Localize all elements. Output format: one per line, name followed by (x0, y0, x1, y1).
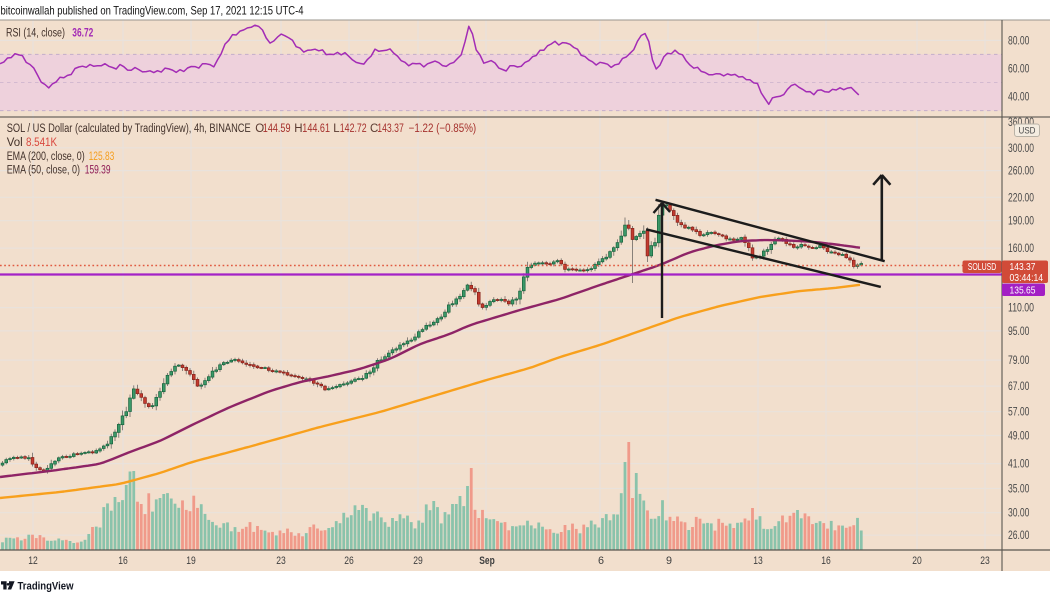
svg-text:125.83: 125.83 (89, 151, 115, 163)
svg-text:143.37: 143.37 (1010, 262, 1036, 273)
svg-text:SOL / US Dollar (calculated by: SOL / US Dollar (calculated by TradingVi… (7, 123, 251, 135)
svg-text:300.00: 300.00 (1008, 143, 1034, 155)
svg-text:143.37: 143.37 (377, 123, 404, 135)
svg-text:35.00: 35.00 (1008, 484, 1029, 496)
svg-text:79.00: 79.00 (1008, 355, 1029, 367)
svg-text:20: 20 (912, 555, 922, 567)
svg-text:bitcoinwallah published on Tra: bitcoinwallah published on TradingView.c… (1, 4, 304, 18)
svg-text:23: 23 (980, 555, 990, 567)
svg-text:80.00: 80.00 (1008, 35, 1029, 47)
svg-text:16: 16 (821, 555, 831, 567)
svg-text:9: 9 (666, 555, 672, 567)
svg-text:23: 23 (276, 555, 286, 567)
svg-text:RSI (14, close): RSI (14, close) (6, 28, 65, 40)
svg-text:O: O (255, 123, 264, 135)
svg-text:03:44:14: 03:44:14 (1010, 273, 1044, 284)
svg-text:159.39: 159.39 (85, 165, 111, 177)
svg-text:13: 13 (753, 555, 763, 567)
svg-text:36.72: 36.72 (72, 28, 93, 40)
svg-text:220.00: 220.00 (1008, 192, 1034, 204)
svg-text:C: C (370, 123, 378, 135)
svg-text:−1.22 (−0.85%): −1.22 (−0.85%) (409, 123, 477, 135)
svg-text:110.00: 110.00 (1008, 303, 1034, 315)
svg-text:Vol: Vol (7, 137, 23, 149)
svg-text:16: 16 (118, 555, 128, 567)
svg-text:30.00: 30.00 (1008, 508, 1029, 520)
svg-text:EMA (50, close, 0): EMA (50, close, 0) (7, 165, 80, 177)
svg-text:TradingView: TradingView (18, 580, 75, 592)
svg-text:57.00: 57.00 (1008, 407, 1029, 419)
svg-text:12: 12 (28, 555, 38, 567)
svg-text:26.00: 26.00 (1008, 530, 1029, 542)
svg-text:26: 26 (344, 555, 354, 567)
svg-text:L: L (333, 123, 340, 135)
svg-text:6: 6 (598, 555, 604, 567)
svg-text:41.00: 41.00 (1008, 459, 1029, 471)
svg-text:EMA (200, close, 0): EMA (200, close, 0) (7, 151, 85, 163)
svg-text:144.59: 144.59 (263, 123, 291, 135)
svg-text:60.00: 60.00 (1008, 63, 1029, 75)
svg-text:SOLUSD: SOLUSD (968, 262, 997, 273)
svg-text:H: H (294, 123, 302, 135)
svg-text:67.00: 67.00 (1008, 381, 1029, 393)
svg-text:Sep: Sep (479, 555, 495, 567)
svg-text:190.00: 190.00 (1008, 216, 1034, 228)
svg-text:40.00: 40.00 (1008, 92, 1029, 104)
svg-text:260.00: 260.00 (1008, 166, 1034, 178)
svg-text:19: 19 (186, 555, 196, 567)
svg-text:8.541K: 8.541K (26, 137, 57, 149)
svg-text:160.00: 160.00 (1008, 243, 1034, 255)
svg-text:135.65: 135.65 (1010, 285, 1036, 296)
svg-text:142.72: 142.72 (340, 123, 367, 135)
svg-text:29: 29 (413, 555, 423, 567)
svg-text:95.00: 95.00 (1008, 326, 1029, 338)
svg-text:49.00: 49.00 (1008, 431, 1029, 443)
svg-text:USD: USD (1019, 126, 1036, 137)
svg-text:144.61: 144.61 (302, 123, 330, 135)
